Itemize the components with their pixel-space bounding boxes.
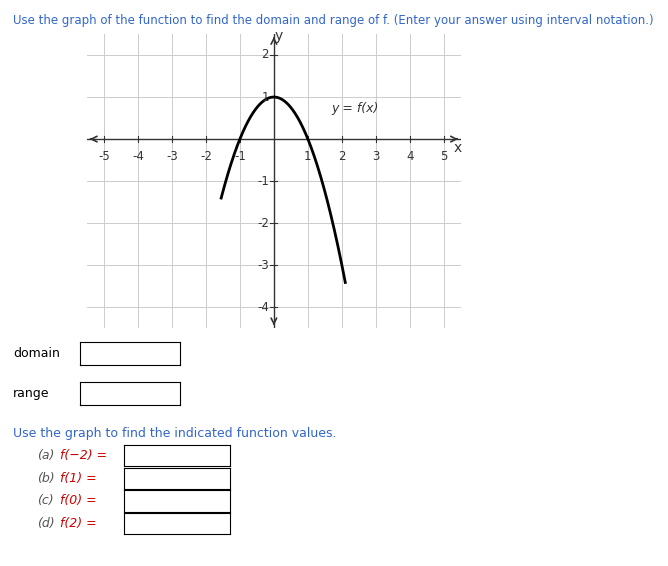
Text: 1: 1	[304, 149, 312, 162]
Text: -1: -1	[257, 175, 269, 187]
Text: range: range	[13, 387, 50, 400]
Text: f(−2) =: f(−2) =	[60, 449, 108, 462]
Text: f(0) =: f(0) =	[60, 495, 97, 507]
Text: 2: 2	[261, 49, 269, 62]
Text: 4: 4	[406, 149, 413, 162]
Text: -3: -3	[257, 259, 269, 272]
Text: 3: 3	[372, 149, 379, 162]
Text: domain: domain	[13, 348, 60, 360]
Text: 5: 5	[440, 149, 448, 162]
Text: -1: -1	[234, 149, 246, 162]
Text: f(1) =: f(1) =	[60, 472, 97, 484]
Text: Use the graph of the function to find the domain and range of f. (Enter your ans: Use the graph of the function to find th…	[13, 14, 654, 27]
Text: Use the graph to find the indicated function values.: Use the graph to find the indicated func…	[13, 427, 337, 440]
Text: -2: -2	[257, 217, 269, 230]
Text: -3: -3	[166, 149, 178, 162]
Text: 2: 2	[338, 149, 345, 162]
Text: (b): (b)	[37, 472, 54, 484]
Text: -4: -4	[257, 301, 269, 314]
Text: (c): (c)	[37, 495, 53, 507]
Text: x: x	[454, 141, 462, 155]
Text: -4: -4	[132, 149, 144, 162]
Text: -5: -5	[98, 149, 110, 162]
Text: -2: -2	[200, 149, 212, 162]
Text: (a): (a)	[37, 449, 54, 462]
Text: (d): (d)	[37, 517, 54, 530]
Text: y = f(x): y = f(x)	[332, 102, 379, 115]
Text: y: y	[275, 29, 283, 43]
Text: 1: 1	[261, 91, 269, 104]
Text: f(2) =: f(2) =	[60, 517, 97, 530]
